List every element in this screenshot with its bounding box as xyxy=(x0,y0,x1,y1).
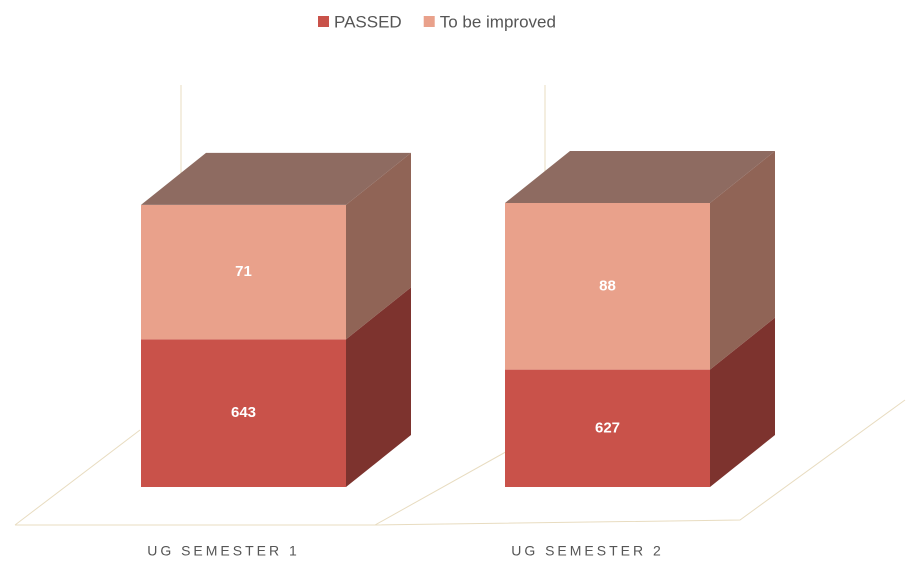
data-label: 627 xyxy=(595,419,620,436)
floor-line xyxy=(14,429,141,526)
bar-side xyxy=(710,151,775,370)
bar-side xyxy=(346,287,411,487)
bar xyxy=(141,204,346,340)
bar-side xyxy=(710,317,775,487)
legend-label: PASSED xyxy=(334,12,402,31)
bar-top xyxy=(505,151,775,203)
floor-line xyxy=(374,399,906,526)
bar-side xyxy=(346,152,411,340)
x-tick-label: UG SEMESTER 2 xyxy=(511,543,664,559)
data-label: 71 xyxy=(235,263,252,280)
legend-label: To be improved xyxy=(440,12,556,31)
legend-swatch xyxy=(423,16,435,27)
x-tick-label: UG SEMESTER 1 xyxy=(147,543,300,559)
plot-frame xyxy=(14,85,906,526)
data-label: 643 xyxy=(231,404,256,421)
bar xyxy=(141,339,346,487)
data-label: 88 xyxy=(599,277,616,294)
bar-top xyxy=(141,152,411,205)
bar xyxy=(505,369,710,487)
legend-swatch xyxy=(318,16,329,27)
bar xyxy=(505,203,710,370)
